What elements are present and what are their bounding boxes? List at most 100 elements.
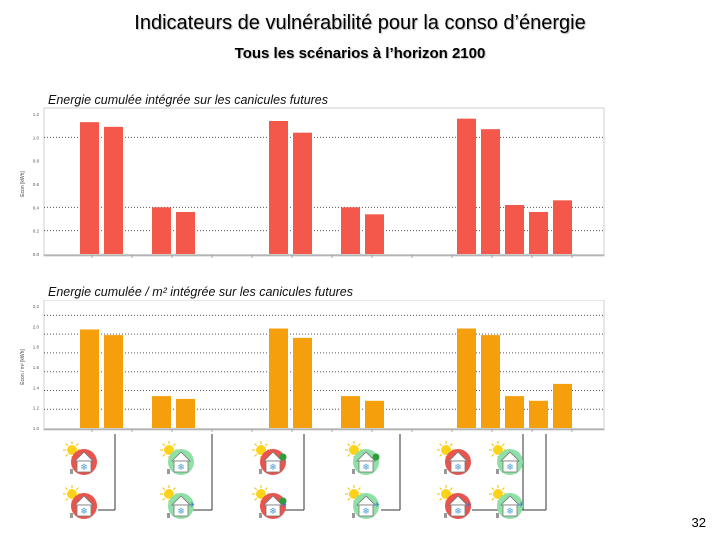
plant-icon — [279, 497, 287, 505]
sun-ray — [254, 497, 258, 501]
house-mild-fan-icon: ❄✈ — [345, 485, 380, 519]
house-wall — [173, 504, 189, 517]
sun-ray — [162, 453, 166, 457]
chart1-tick-label: 0.4 — [33, 205, 40, 210]
house-wall — [76, 460, 92, 473]
sun-icon — [441, 489, 451, 499]
chart2-tick-label: 2.2 — [33, 304, 40, 309]
house-wall — [265, 504, 281, 517]
window-icon — [496, 513, 499, 518]
chart2-bar — [341, 396, 360, 428]
sun-ray — [75, 443, 79, 447]
window-icon — [444, 469, 447, 474]
sun-icon — [349, 445, 359, 455]
house-wall — [265, 460, 281, 473]
snowflake-icon: ❄ — [80, 463, 88, 473]
sun-icon — [256, 489, 266, 499]
sun-ray — [254, 487, 258, 491]
house-wall — [502, 460, 518, 473]
window-icon — [444, 513, 447, 518]
chart2-bar — [269, 328, 288, 428]
scenario-icons: ❄❄❄❄✈❄❄✈❄❄✈❄❄✈❄❄✈ — [63, 434, 547, 519]
snowflake-icon: ❄ — [269, 507, 277, 517]
sun-ray — [347, 443, 351, 447]
chart2-tick-label: 1.4 — [33, 385, 40, 390]
sun-ray — [491, 443, 495, 447]
chart-energy-cumulated: 0.0 0.2 0.4 0.6 0.8 1.0 1.2 Econ [kWh] — [20, 107, 605, 258]
chart1-bar — [365, 214, 384, 254]
chart1-bar — [529, 212, 548, 254]
chart1-bar — [293, 132, 312, 254]
window-icon — [352, 513, 355, 518]
sun-icon — [493, 445, 503, 455]
chart1-bar — [457, 118, 476, 255]
fan-icon: ✈ — [466, 501, 472, 509]
window-icon — [259, 469, 262, 474]
plant-icon — [279, 453, 287, 461]
sun-icon — [493, 489, 503, 499]
house-hot-cold-icon: ❄ — [63, 485, 97, 519]
chart1-tick-label: 1.2 — [33, 112, 40, 117]
sun-ray — [491, 497, 495, 501]
window-icon — [167, 469, 170, 474]
chart2-bar — [104, 335, 123, 428]
house-mild-cold-icon: ❄ — [489, 441, 523, 475]
chart2-bar — [457, 328, 476, 428]
sun-ray — [357, 487, 361, 491]
house-wall — [358, 504, 374, 517]
sun-ray — [65, 453, 69, 457]
chart2-tick-label: 1.2 — [33, 406, 40, 411]
sun-ray — [491, 453, 495, 457]
sun-ray — [264, 443, 268, 447]
chart2-tick-label: 1.8 — [33, 345, 40, 350]
chart-energy-per-m2: 1.0 1.2 1.4 1.6 1.8 2.0 2.2 Econ / m² [kWh] — [20, 300, 605, 432]
chart2-bar — [365, 400, 384, 428]
sun-ray — [75, 487, 79, 491]
chart1-bar — [505, 205, 524, 254]
chart2-title: Energie cumulée / m² intégrée sur les ca… — [48, 285, 354, 299]
house-wall — [358, 460, 374, 473]
fan-icon: ✈ — [374, 501, 380, 509]
snowflake-icon: ❄ — [454, 463, 462, 473]
snowflake-icon: ❄ — [506, 507, 514, 517]
sun-icon — [256, 445, 266, 455]
chart2-tick-label: 2.0 — [33, 324, 40, 329]
sun-icon — [67, 445, 77, 455]
sun-ray — [65, 443, 69, 447]
sun-ray — [449, 443, 453, 447]
sun-ray — [439, 443, 443, 447]
sun-ray — [501, 443, 505, 447]
house-hot-cold-icon: ❄ — [437, 441, 471, 475]
chart2-bar — [293, 337, 312, 428]
sun-ray — [65, 487, 69, 491]
house-mild-fan-icon: ❄✈ — [489, 485, 524, 519]
house-hot-cold-fan-icon: ❄✈ — [437, 485, 472, 519]
house-hot-cold-plant-icon: ❄ — [252, 441, 287, 475]
sun-icon — [164, 489, 174, 499]
chart2-bar — [152, 396, 171, 428]
chart1-tick-label: 1.0 — [33, 135, 40, 140]
chart1-bar — [104, 126, 123, 254]
snowflake-icon: ❄ — [362, 463, 370, 473]
page-number: 32 — [691, 515, 706, 530]
chart1-tick-label: 0.0 — [33, 252, 40, 257]
sun-ray — [347, 453, 351, 457]
sun-ray — [162, 497, 166, 501]
sun-ray — [264, 487, 268, 491]
plant-icon — [372, 453, 380, 461]
window-icon — [167, 513, 170, 518]
chart1-bar — [341, 207, 360, 254]
sun-ray — [254, 443, 258, 447]
house-hot-cold-icon: ❄ — [63, 441, 97, 475]
house-mild-cold-icon: ❄ — [160, 441, 194, 475]
window-icon — [70, 469, 73, 474]
snowflake-icon: ❄ — [269, 463, 277, 473]
sun-ray — [254, 453, 258, 457]
window-icon — [352, 469, 355, 474]
sun-icon — [164, 445, 174, 455]
fan-icon: ✈ — [189, 501, 195, 509]
house-wall — [173, 460, 189, 473]
sun-ray — [439, 487, 443, 491]
chart1-bar — [269, 121, 288, 254]
chart1-bar — [80, 122, 99, 255]
